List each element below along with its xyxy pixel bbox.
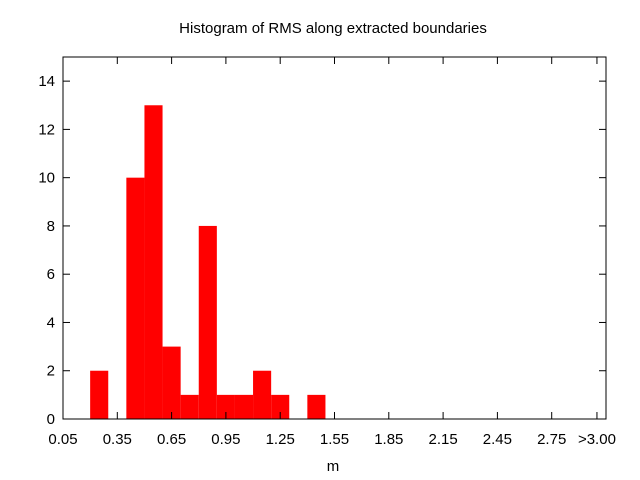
histogram-bar	[162, 346, 181, 419]
histogram-bar	[144, 105, 163, 420]
y-axis: 0 2 4 6 8 10 12 14	[38, 73, 606, 428]
x-tick-label: 2.15	[428, 431, 457, 448]
y-tick-label: 4	[47, 314, 55, 331]
x-tick-label: 1.85	[374, 431, 403, 448]
chart-title: Histogram of RMS along extracted boundar…	[179, 20, 487, 37]
x-tick-label: 0.05	[48, 431, 77, 448]
y-tick-label: 12	[38, 121, 55, 138]
histogram-bar	[216, 394, 235, 419]
histogram-bar	[271, 394, 290, 419]
histogram-bar	[90, 370, 109, 419]
x-tick-label: 0.95	[211, 431, 240, 448]
y-tick-label: 2	[47, 363, 55, 380]
x-axis-label: m	[327, 458, 340, 475]
bars-group	[90, 105, 326, 420]
y-tick-label: 0	[47, 411, 55, 428]
x-tick-label: 2.75	[537, 431, 566, 448]
y-tick-label: 10	[38, 170, 55, 187]
histogram-bar	[180, 394, 199, 419]
x-tick-label: 1.25	[266, 431, 295, 448]
histogram-bar	[198, 225, 217, 419]
y-tick-label: 8	[47, 218, 55, 235]
x-axis: 0.05 0.35 0.65 0.95 1.25 1.55 1.85 2.15 2.45 2.75…	[48, 57, 616, 448]
histogram-bar	[126, 177, 145, 419]
y-tick-label: 14	[38, 73, 55, 90]
x-tick-label: 0.35	[103, 431, 132, 448]
y-tick-label: 6	[47, 266, 55, 283]
x-tick-label: 2.45	[483, 431, 512, 448]
x-tick-label: 0.65	[157, 431, 186, 448]
histogram-bar	[234, 394, 254, 419]
histogram-bar	[253, 370, 272, 419]
x-tick-label: 1.55	[320, 431, 349, 448]
histogram-bar	[307, 394, 326, 419]
x-tick-label: >3.00	[578, 431, 616, 448]
